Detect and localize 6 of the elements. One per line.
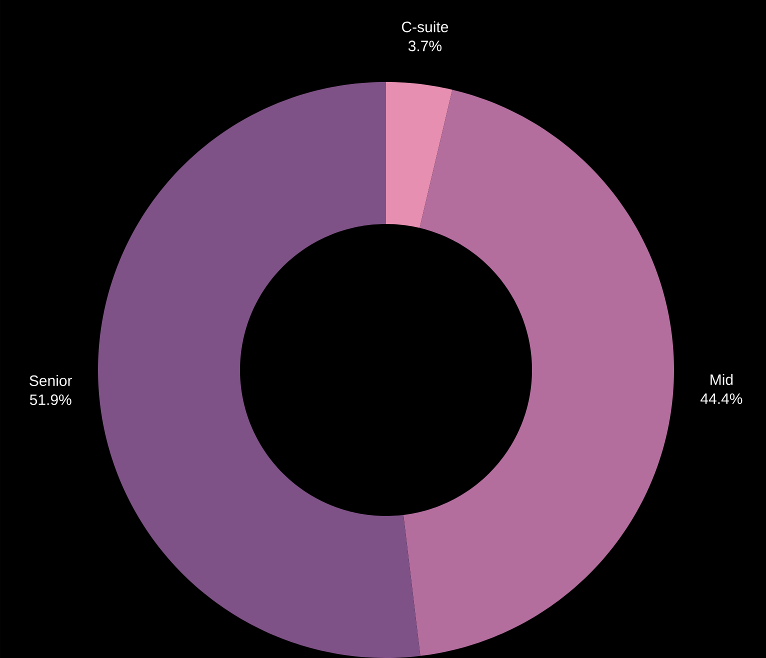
data-label: 3.7% [408,40,442,52]
data-label: 44.4% [700,393,742,404]
slice-label: C-suite [402,21,448,32]
slice-label: Senior [30,375,72,386]
slice-label: Mid [710,374,733,386]
data-label: 51.9% [30,394,72,406]
